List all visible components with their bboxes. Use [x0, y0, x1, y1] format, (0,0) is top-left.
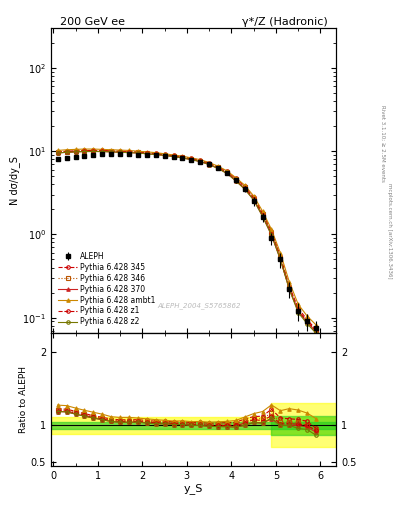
Text: Rivet 3.1.10; ≥ 2.5M events: Rivet 3.1.10; ≥ 2.5M events — [381, 105, 386, 182]
Text: mcplots.cern.ch [arXiv:1306.3436]: mcplots.cern.ch [arXiv:1306.3436] — [387, 183, 391, 278]
Y-axis label: Ratio to ALEPH: Ratio to ALEPH — [19, 366, 28, 433]
Legend: ALEPH, Pythia 6.428 345, Pythia 6.428 346, Pythia 6.428 370, Pythia 6.428 ambt1,: ALEPH, Pythia 6.428 345, Pythia 6.428 34… — [55, 249, 158, 329]
Text: 200 GeV ee: 200 GeV ee — [60, 16, 125, 27]
Text: ALEPH_2004_S5765862: ALEPH_2004_S5765862 — [158, 302, 241, 309]
Bar — [51, 417, 336, 434]
Text: γ*/Z (Hadronic): γ*/Z (Hadronic) — [242, 16, 327, 27]
Bar — [51, 422, 336, 429]
X-axis label: y_S: y_S — [184, 483, 203, 495]
Y-axis label: N dσ/dy_S: N dσ/dy_S — [9, 156, 20, 205]
